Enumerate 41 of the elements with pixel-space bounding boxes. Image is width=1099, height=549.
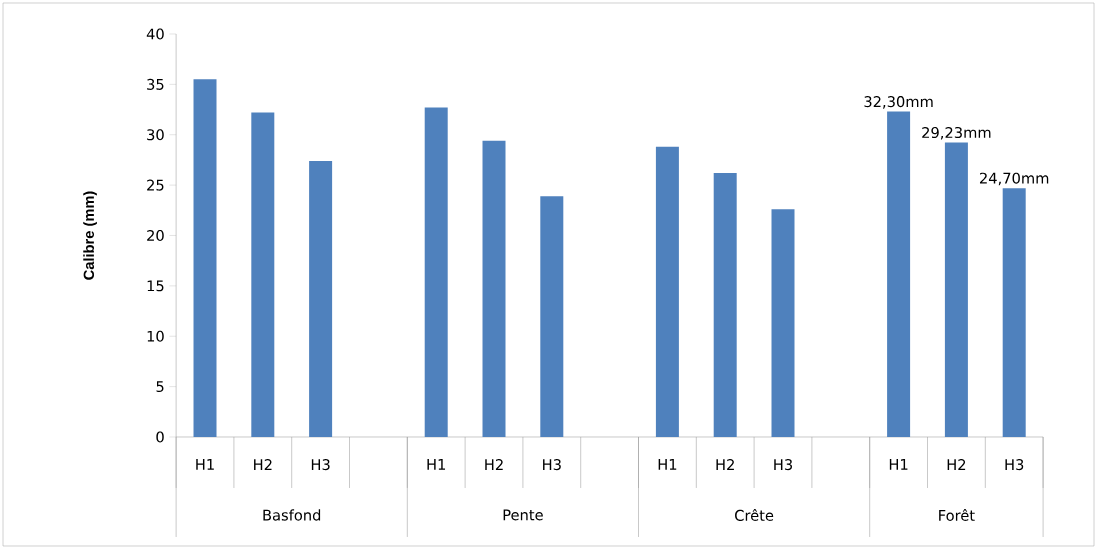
- y-tick-label: 40: [146, 28, 164, 40]
- data-label: 24,70mm: [979, 172, 1049, 186]
- y-tick-label: 35: [147, 78, 164, 90]
- y-tick-label: 5: [156, 381, 164, 393]
- x-tick-label: H2: [485, 459, 503, 470]
- x-tick-label: H1: [427, 459, 446, 470]
- bar: [771, 209, 795, 437]
- y-axis-title: Calibre (mm): [83, 191, 97, 280]
- y-tick-label: 20: [147, 229, 164, 242]
- x-tick-label: H2: [716, 459, 734, 470]
- bar: [540, 196, 564, 437]
- text: Basfond: [263, 509, 321, 521]
- x-tick-label: H3: [774, 459, 793, 471]
- x-tick-label: H3: [1005, 459, 1024, 471]
- x-tick-label: H1: [658, 459, 677, 470]
- bar: [482, 140, 506, 437]
- y-tick-label: 10: [147, 330, 164, 342]
- y-tick-label: 30: [147, 129, 164, 141]
- y-tick-label: 0: [156, 431, 164, 443]
- data-label: 29,23mm: [922, 126, 991, 140]
- x-tick-label: H2: [254, 459, 272, 470]
- text: Forêt: [939, 509, 975, 521]
- y-tick-label: 15: [147, 280, 164, 292]
- text: Pente: [503, 509, 543, 521]
- bar: [944, 142, 968, 437]
- bar: [887, 111, 911, 437]
- data-label: 32,30mm: [864, 96, 933, 109]
- bar: [193, 79, 217, 437]
- bar: [424, 107, 448, 437]
- y-tick-label: 25: [147, 179, 164, 191]
- bar: [251, 112, 275, 437]
- bar: [309, 160, 333, 437]
- x-tick-label: H1: [196, 459, 214, 470]
- x-tick-label: H3: [543, 459, 561, 471]
- bar: [1002, 188, 1026, 437]
- text: Crête: [735, 509, 774, 521]
- x-tick-label: H1: [889, 459, 908, 470]
- x-tick-label: H3: [311, 459, 330, 471]
- x-tick-label: H2: [947, 459, 966, 470]
- bar: [713, 173, 737, 437]
- bar: [655, 146, 679, 437]
